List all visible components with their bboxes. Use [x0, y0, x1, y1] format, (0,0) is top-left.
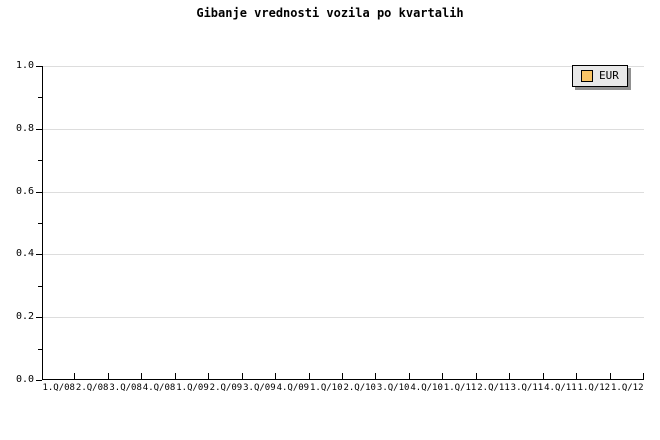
y-grid-line — [43, 317, 644, 318]
legend-series-label: EUR — [599, 69, 619, 82]
y-tick-label: 0.0 — [15, 374, 34, 385]
x-tick — [409, 373, 410, 379]
x-tick — [442, 373, 443, 379]
y-major-tick — [36, 129, 42, 130]
x-tick — [275, 373, 276, 379]
x-tick-label: 2.Q/10 — [343, 383, 376, 393]
x-tick-label: 1.Q/10 — [310, 383, 343, 393]
y-tick-label: 0.4 — [15, 248, 34, 259]
x-tick-label: 2.Q/09 — [209, 383, 243, 393]
x-tick — [309, 373, 310, 379]
x-tick — [108, 373, 109, 379]
x-tick-label: 2.Q/11 — [477, 383, 510, 393]
x-tick — [175, 373, 176, 379]
x-tick — [509, 373, 510, 379]
x-tick-label: 3.Q/08 — [109, 383, 142, 393]
x-tick-label: 2.Q/08 — [75, 383, 109, 393]
plot-area — [42, 66, 644, 380]
legend: EUR — [572, 65, 628, 87]
y-grid-line — [43, 129, 644, 130]
x-tick — [208, 373, 209, 379]
x-tick-label: 4.Q/11 — [544, 383, 577, 393]
y-grid-line — [43, 66, 644, 67]
y-minor-tick — [38, 286, 42, 287]
x-tick-label: 1.Q/12 — [611, 383, 644, 393]
x-tick — [643, 373, 644, 379]
y-minor-tick — [38, 223, 42, 224]
legend-series-swatch-icon — [581, 70, 593, 82]
y-major-tick — [36, 317, 42, 318]
x-tick-label: 1.Q/08 — [42, 383, 75, 393]
y-grid-line — [43, 254, 644, 255]
x-tick-label: 1.Q/09 — [176, 383, 209, 393]
x-tick-label: 4.Q/10 — [410, 383, 443, 393]
y-minor-tick — [38, 97, 42, 98]
y-grid-line — [43, 192, 644, 193]
y-major-tick — [36, 254, 42, 255]
x-tick — [242, 373, 243, 379]
y-tick-label: 1.0 — [15, 60, 34, 71]
y-minor-tick — [38, 160, 42, 161]
x-tick — [476, 373, 477, 379]
y-major-tick — [36, 380, 42, 381]
y-tick-label: 0.6 — [15, 186, 34, 197]
x-tick — [141, 373, 142, 379]
x-tick-label: 4.Q/09 — [276, 383, 310, 393]
x-tick-label: 3.Q/09 — [243, 383, 276, 393]
x-tick-label: 3.Q/11 — [510, 383, 544, 393]
y-minor-tick — [38, 349, 42, 350]
chart-title: Gibanje vrednosti vozila po kvartalih — [196, 6, 464, 20]
x-tick-label: 3.Q/10 — [376, 383, 410, 393]
x-tick-label: 1.Q/11 — [443, 383, 477, 393]
x-tick — [375, 373, 376, 379]
y-tick-label: 0.2 — [15, 311, 34, 322]
x-tick-label: 4.Q/08 — [142, 383, 176, 393]
y-major-tick — [36, 192, 42, 193]
x-tick-label: 1.Q/12 — [577, 383, 611, 393]
y-major-tick — [36, 66, 42, 67]
y-tick-label: 0.8 — [15, 123, 34, 134]
x-tick — [342, 373, 343, 379]
x-tick — [576, 373, 577, 379]
x-tick — [74, 373, 75, 379]
x-tick — [543, 373, 544, 379]
x-tick — [610, 373, 611, 379]
